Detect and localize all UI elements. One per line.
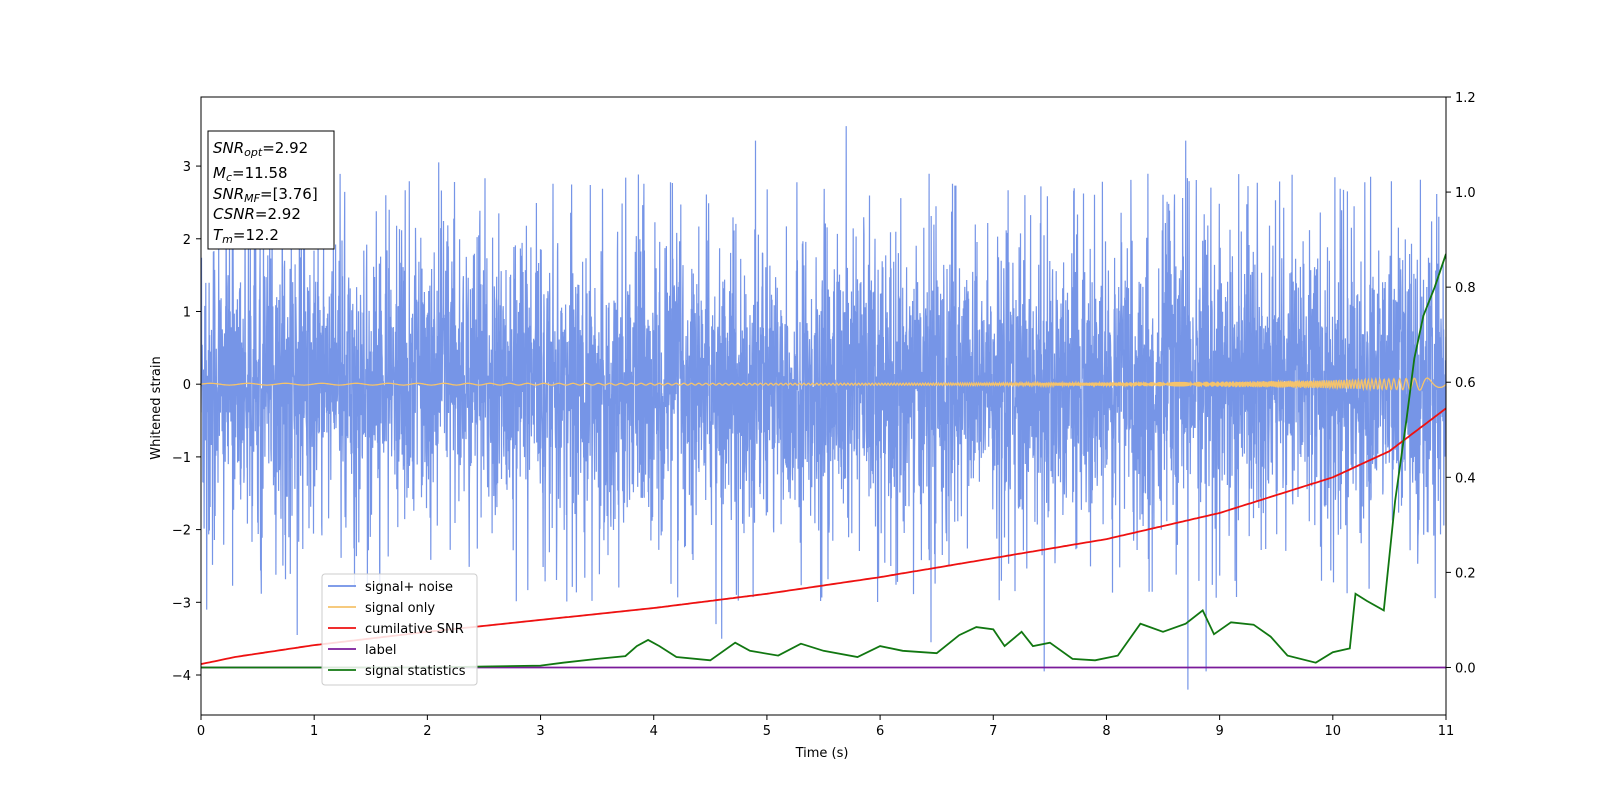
y-right-tick-label: 0.8: [1455, 281, 1476, 296]
info-snr-opt: SNRopt=2.92: [213, 139, 308, 159]
y-right-tick-label: 0.4: [1455, 471, 1476, 486]
y-left-tick-label: 0: [183, 378, 191, 393]
legend-label: signal+ noise: [365, 580, 453, 595]
x-tick-label: 0: [197, 724, 205, 739]
y-left-tick-label: 2: [183, 233, 191, 248]
x-tick-label: 5: [763, 724, 771, 739]
y-left-tick-label: −4: [172, 669, 191, 684]
info-mc: Mc=11.58: [213, 164, 288, 184]
y-left-tick-label: −1: [172, 451, 191, 466]
series-line-signal-noise: [201, 126, 1446, 690]
y-left-tick-label: −3: [172, 596, 191, 611]
x-tick-label: 7: [989, 724, 997, 739]
x-axis-label: Time (s): [795, 746, 849, 761]
x-tick-label: 10: [1325, 724, 1342, 739]
legend-label: cumilative SNR: [365, 622, 464, 637]
y-right-tick-label: 1.0: [1455, 186, 1476, 201]
x-tick-label: 2: [423, 724, 431, 739]
legend: signal+ noise signal only cumilative SNR la…: [321, 573, 478, 686]
legend-label: signal only: [365, 601, 435, 616]
series-line-signal-statistics: [201, 253, 1446, 669]
legend-label: label: [365, 643, 396, 658]
info-tm: Tm=12.2: [213, 226, 279, 246]
x-tick-label: 4: [650, 724, 658, 739]
series-line-signal-only: [201, 376, 1446, 392]
x-tick-label: 6: [876, 724, 884, 739]
x-tick-label: 1: [310, 724, 318, 739]
x-tick-label: 9: [1215, 724, 1223, 739]
legend-box: [321, 573, 478, 686]
y-left-tick-label: 3: [183, 160, 191, 175]
x-tick-label: 8: [1102, 724, 1110, 739]
legend-label: signal statistics: [365, 664, 466, 679]
plot-frame: [200, 96, 1447, 716]
info-snr-mf: SNRMF=[3.76]: [213, 185, 318, 205]
axes: 0 1 2 3 4 5 6 7 8 9 10 11 −4 −3 −2 −1 0 1 2 3 0.0 0.2 0.4 0.6 0.…: [172, 91, 1476, 739]
y-right-tick-label: 0.2: [1455, 566, 1476, 581]
x-tick-label: 11: [1438, 724, 1455, 739]
x-tick-label: 3: [536, 724, 544, 739]
y-right-tick-label: 0.6: [1455, 376, 1476, 391]
y-axis-label: Whitened strain: [149, 356, 164, 459]
info-box: SNRopt=2.92 Mc=11.58 SNRMF=[3.76] CSNR=2…: [207, 130, 335, 250]
y-left-tick-label: −2: [172, 524, 191, 539]
y-left-tick-label: 1: [183, 305, 191, 320]
y-right-tick-label: 1.2: [1455, 91, 1476, 106]
y-right-tick-label: 0.0: [1455, 661, 1476, 676]
info-csnr: CSNR=2.92: [213, 205, 301, 223]
